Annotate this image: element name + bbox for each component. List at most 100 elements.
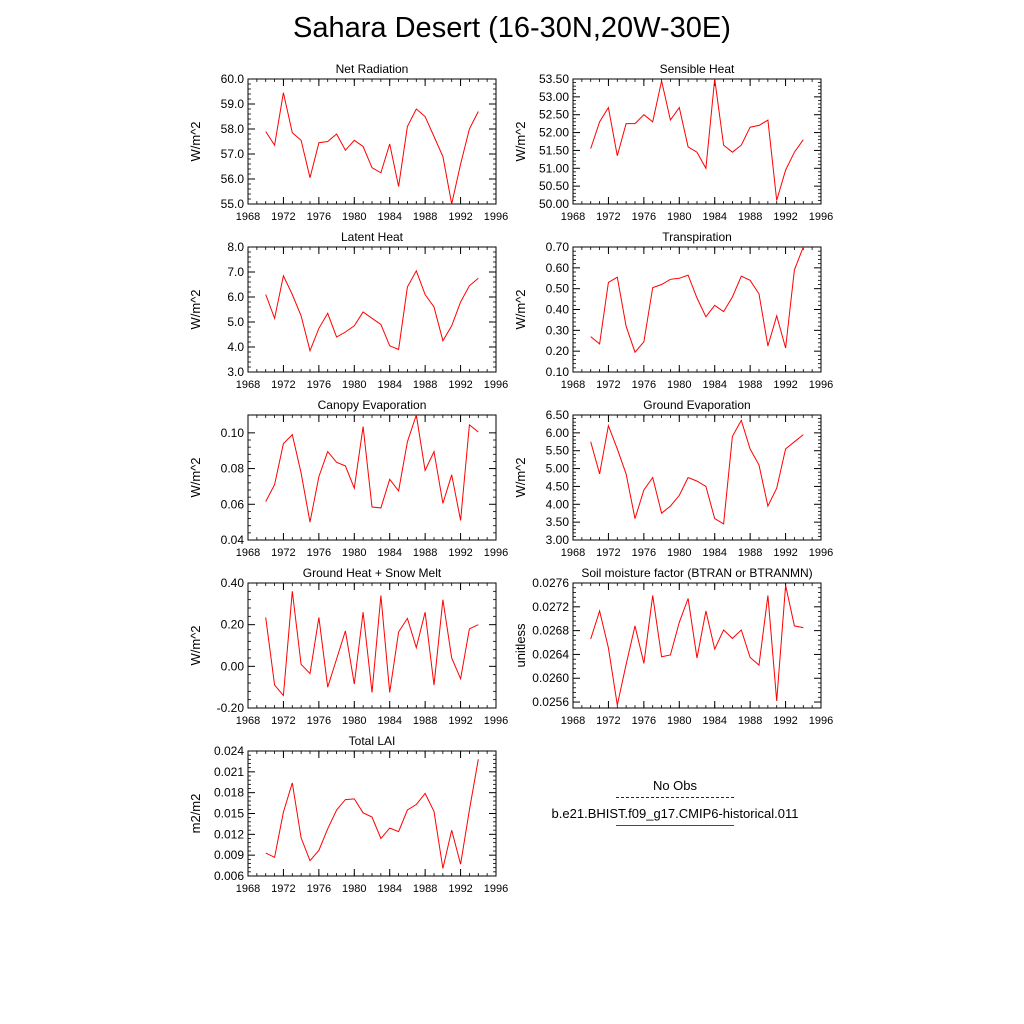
x-tick-label: 1996 (484, 715, 508, 727)
x-tick-label: 1968 (236, 547, 260, 559)
legend-model-label: b.e21.BHIST.f09_g17.CMIP6-historical.011 (551, 806, 799, 821)
x-tick-label: 1972 (596, 211, 620, 223)
y-tick-label: 4.50 (546, 479, 570, 493)
chart-title: Sensible Heat (660, 62, 735, 76)
x-tick-label: 1996 (809, 211, 833, 223)
y-tick-label: 5.50 (546, 444, 570, 458)
x-tick-label: 1968 (561, 379, 585, 391)
x-tick-label: 1968 (236, 379, 260, 391)
y-tick-label: 6.00 (546, 426, 570, 440)
x-tick-label: 1984 (377, 211, 401, 223)
series-line (590, 78, 804, 201)
x-tick-label: 1988 (413, 211, 437, 223)
y-tick-label: 0.0260 (532, 671, 569, 685)
y-tick-label: 52.00 (539, 126, 569, 140)
x-tick-label: 1988 (413, 379, 437, 391)
legend-obs-line (616, 797, 734, 798)
chart-title: Ground Heat + Snow Melt (303, 566, 442, 580)
chart-panel-0: Net Radiation W/m^2 1968 1972 1976 1980 1984 19… (188, 62, 508, 223)
y-tick-label: 50.50 (539, 179, 569, 193)
x-tick-label: 1988 (413, 547, 437, 559)
y-tick-label: 55.0 (221, 197, 245, 211)
y-tick-label: 53.00 (539, 90, 569, 104)
x-tick-label: 1996 (809, 715, 833, 727)
y-tick-label: 51.00 (539, 161, 569, 175)
y-tick-label: 0.70 (546, 240, 570, 254)
x-tick-label: 1976 (632, 379, 656, 391)
y-tick-label: 56.0 (221, 172, 245, 186)
y-tick-label: 0.40 (221, 576, 245, 590)
x-tick-label: 1992 (448, 547, 472, 559)
x-tick-label: 1988 (413, 883, 437, 895)
x-tick-label: 1968 (561, 715, 585, 727)
y-tick-label: 0.0264 (532, 647, 569, 661)
chart-panel-7: Soil moisture factor (BTRAN or BTRANMN) u… (513, 566, 833, 727)
x-tick-label: 1984 (377, 379, 401, 391)
chart-panel-6: Ground Heat + Snow Melt W/m^2 1968 1972 1976… (188, 566, 508, 727)
series-line (590, 419, 804, 525)
chart-title: Latent Heat (341, 230, 404, 244)
y-tick-label: 4.0 (227, 340, 244, 354)
y-axis-label: W/m^2 (188, 289, 203, 329)
x-tick-label: 1976 (632, 211, 656, 223)
y-tick-label: 0.009 (214, 848, 244, 862)
y-axis-label: W/m^2 (513, 289, 528, 329)
chart-title: Transpiration (662, 230, 732, 244)
y-tick-label: 50.00 (539, 197, 569, 211)
y-tick-label: 51.50 (539, 143, 569, 157)
series-line (265, 759, 479, 869)
chart-panel-2: Latent Heat W/m^2 1968 1972 1976 1980 1984 1988… (188, 230, 508, 391)
x-tick-label: 1972 (596, 379, 620, 391)
x-tick-label: 1992 (773, 547, 797, 559)
x-tick-label: 1972 (596, 547, 620, 559)
y-tick-label: 0.021 (214, 765, 244, 779)
x-tick-label: 1980 (667, 211, 691, 223)
x-tick-label: 1992 (773, 211, 797, 223)
x-tick-label: 1996 (484, 547, 508, 559)
chart-title: Total LAI (349, 734, 396, 748)
chart-panel-4: Canopy Evaporation W/m^2 1968 1972 1976 1980 1… (188, 398, 508, 559)
x-tick-label: 1980 (667, 715, 691, 727)
x-tick-label: 1976 (632, 715, 656, 727)
y-axis-label: W/m^2 (188, 121, 203, 161)
legend-obs-label: No Obs (652, 778, 698, 793)
y-axis-label: unitless (513, 623, 528, 668)
y-axis-label: W/m^2 (513, 121, 528, 161)
chart-title: Ground Evaporation (643, 398, 750, 412)
y-tick-label: -0.20 (217, 701, 245, 715)
chart-panel-5: Ground Evaporation W/m^2 1968 1972 1976 1980 1… (513, 398, 833, 559)
y-tick-label: 0.0272 (532, 600, 569, 614)
legend-model-line (616, 825, 734, 826)
y-tick-label: 60.0 (221, 72, 245, 86)
y-tick-label: 0.20 (546, 344, 570, 358)
series-line (265, 414, 479, 523)
y-tick-label: 0.30 (546, 323, 570, 337)
x-tick-label: 1988 (413, 715, 437, 727)
y-tick-label: 0.015 (214, 807, 244, 821)
chart-panel-3: Transpiration W/m^2 1968 1972 1976 1980 1984 19… (513, 230, 833, 391)
chart-frame (247, 246, 497, 373)
y-tick-label: 7.0 (227, 265, 244, 279)
chart-frame (572, 246, 822, 373)
y-tick-label: 5.0 (227, 315, 244, 329)
chart-title: Soil moisture factor (BTRAN or BTRANMN) (581, 566, 812, 580)
chart-panel-8: Total LAI m2/m2 1968 1972 1976 1980 1984 1988 19… (188, 734, 508, 895)
y-tick-label: 0.04 (221, 533, 245, 547)
y-axis-label: W/m^2 (188, 625, 203, 665)
y-tick-label: 0.012 (214, 827, 244, 841)
x-tick-label: 1980 (342, 379, 366, 391)
x-tick-label: 1980 (667, 547, 691, 559)
y-tick-label: 0.50 (546, 282, 570, 296)
y-tick-label: 6.50 (546, 408, 570, 422)
y-tick-label: 0.0256 (532, 695, 569, 709)
chart-frame (247, 78, 497, 205)
y-tick-label: 0.10 (221, 426, 245, 440)
y-tick-label: 4.00 (546, 497, 570, 511)
x-tick-label: 1992 (448, 715, 472, 727)
x-tick-label: 1976 (307, 211, 331, 223)
y-tick-label: 0.40 (546, 303, 570, 317)
x-tick-label: 1976 (307, 883, 331, 895)
chart-title: Net Radiation (336, 62, 409, 76)
y-tick-label: 0.10 (546, 365, 570, 379)
chart-frame (572, 78, 822, 205)
